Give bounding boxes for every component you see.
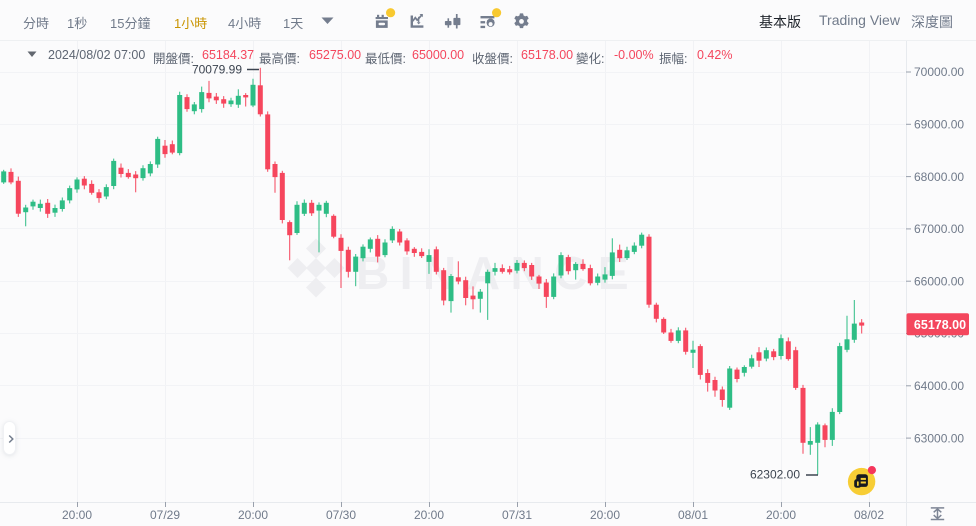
svg-text:70079.99: 70079.99 (192, 63, 242, 77)
svg-text:67000.00: 67000.00 (914, 222, 964, 236)
svg-text:08/01: 08/01 (678, 508, 708, 522)
svg-text:62302.00: 62302.00 (750, 468, 800, 482)
svg-text:66000.00: 66000.00 (914, 274, 964, 288)
svg-text:07/29: 07/29 (150, 508, 180, 522)
svg-text:70000.00: 70000.00 (914, 65, 964, 79)
svg-text:69000.00: 69000.00 (914, 118, 964, 132)
svg-text:20:00: 20:00 (62, 508, 92, 522)
svg-text:20:00: 20:00 (238, 508, 268, 522)
svg-text:20:00: 20:00 (766, 508, 796, 522)
svg-text:63000.00: 63000.00 (914, 431, 964, 445)
svg-text:20:00: 20:00 (590, 508, 620, 522)
svg-text:07/30: 07/30 (326, 508, 356, 522)
svg-text:65178.00: 65178.00 (914, 318, 966, 332)
svg-text:68000.00: 68000.00 (914, 170, 964, 184)
svg-text:07/31: 07/31 (502, 508, 532, 522)
svg-text:BINANCE: BINANCE (356, 247, 639, 299)
svg-text:64000.00: 64000.00 (914, 379, 964, 393)
svg-text:08/02: 08/02 (854, 508, 884, 522)
svg-text:20:00: 20:00 (414, 508, 444, 522)
